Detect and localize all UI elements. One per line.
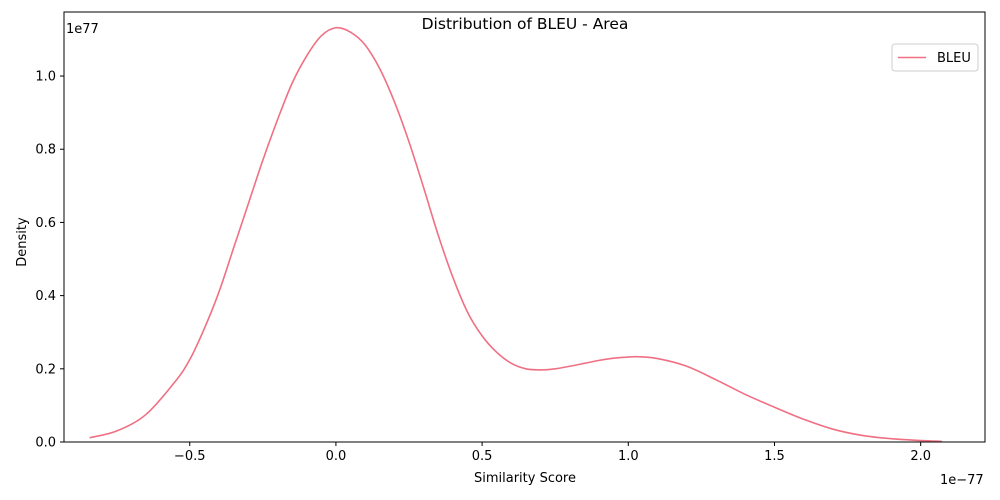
axes-frame xyxy=(63,11,986,443)
x-tick-label: 2.0 xyxy=(910,449,931,464)
x-tick-label: 1.5 xyxy=(764,449,785,464)
y-tick-label: 0.8 xyxy=(35,143,56,158)
y-offset-label: 1e77 xyxy=(66,22,99,37)
y-tick-label: 1.0 xyxy=(35,70,56,85)
x-tick-label: 0.5 xyxy=(472,449,493,464)
legend-label-bleu: BLEU xyxy=(937,51,971,66)
x-axis-label: Similarity Score xyxy=(474,471,576,486)
y-axis-label: Density xyxy=(15,217,30,267)
x-tick-label: 1.0 xyxy=(618,449,639,464)
legend: BLEU xyxy=(891,43,979,72)
chart-title: Distribution of BLEU - Area xyxy=(422,15,629,33)
y-tick-label: 0.2 xyxy=(35,362,56,377)
series-line-bleu xyxy=(89,26,942,443)
x-tick-label: 0.0 xyxy=(326,449,347,464)
x-offset-label: 1e−77 xyxy=(940,473,984,488)
y-tick-label: 0.4 xyxy=(35,289,56,304)
y-tick-label: 0.0 xyxy=(35,436,56,451)
x-tick-label: −0.5 xyxy=(174,449,206,464)
legend-box xyxy=(891,43,979,72)
y-tick-label: 0.6 xyxy=(35,216,56,231)
plot-area: −0.5 0.0 0.5 1.0 1.5 2.0 0.0 0.2 0.4 0.6 0.8 1.0 xyxy=(35,26,942,464)
